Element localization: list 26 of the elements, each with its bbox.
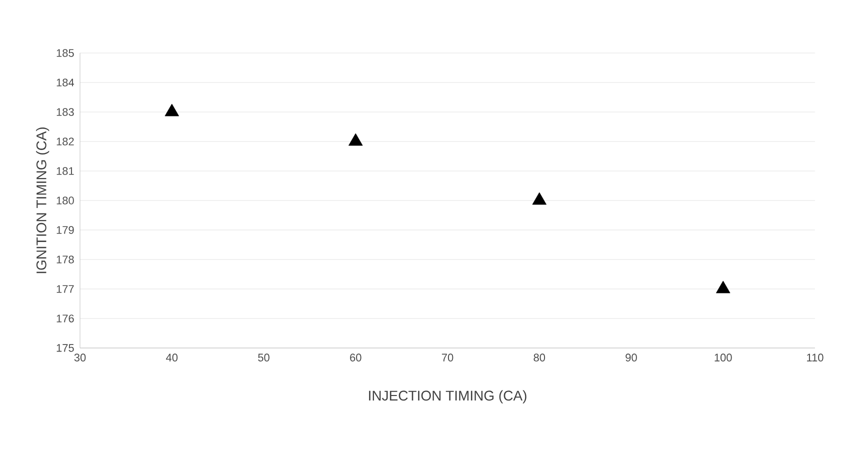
x-tick-label: 50 bbox=[258, 354, 270, 362]
point bbox=[532, 192, 546, 205]
point bbox=[716, 280, 730, 294]
x-axis-title: INJECTION TIMING (CA) bbox=[369, 390, 526, 404]
y-tick-label: 176 bbox=[56, 314, 74, 322]
y-tick-label: 180 bbox=[56, 196, 74, 204]
y-tick-label: 175 bbox=[56, 344, 74, 352]
x-tick-label: 60 bbox=[350, 354, 362, 362]
y-tick-label: 182 bbox=[56, 138, 74, 146]
y-tick-label: 179 bbox=[56, 226, 74, 234]
y-tick-label: 178 bbox=[56, 256, 74, 264]
y-axis-title: IGNITION TIMING (CA) bbox=[36, 127, 50, 274]
point bbox=[348, 133, 363, 146]
x-tick-label: 80 bbox=[534, 354, 546, 362]
y-tick-label: 185 bbox=[56, 49, 74, 57]
y-tick-label: 184 bbox=[56, 78, 74, 86]
x-tick-label: 70 bbox=[442, 354, 454, 362]
x-tick-label: 110 bbox=[807, 354, 824, 362]
x-tick-label: 100 bbox=[714, 354, 732, 362]
y-tick-label: 183 bbox=[56, 108, 74, 116]
y-tick-label: 181 bbox=[56, 167, 74, 175]
x-tick-label: 90 bbox=[626, 354, 637, 362]
x-tick-label: 30 bbox=[74, 354, 86, 362]
point bbox=[164, 104, 180, 116]
x-tick-label: 40 bbox=[166, 354, 178, 362]
y-tick-label: 177 bbox=[56, 285, 74, 293]
